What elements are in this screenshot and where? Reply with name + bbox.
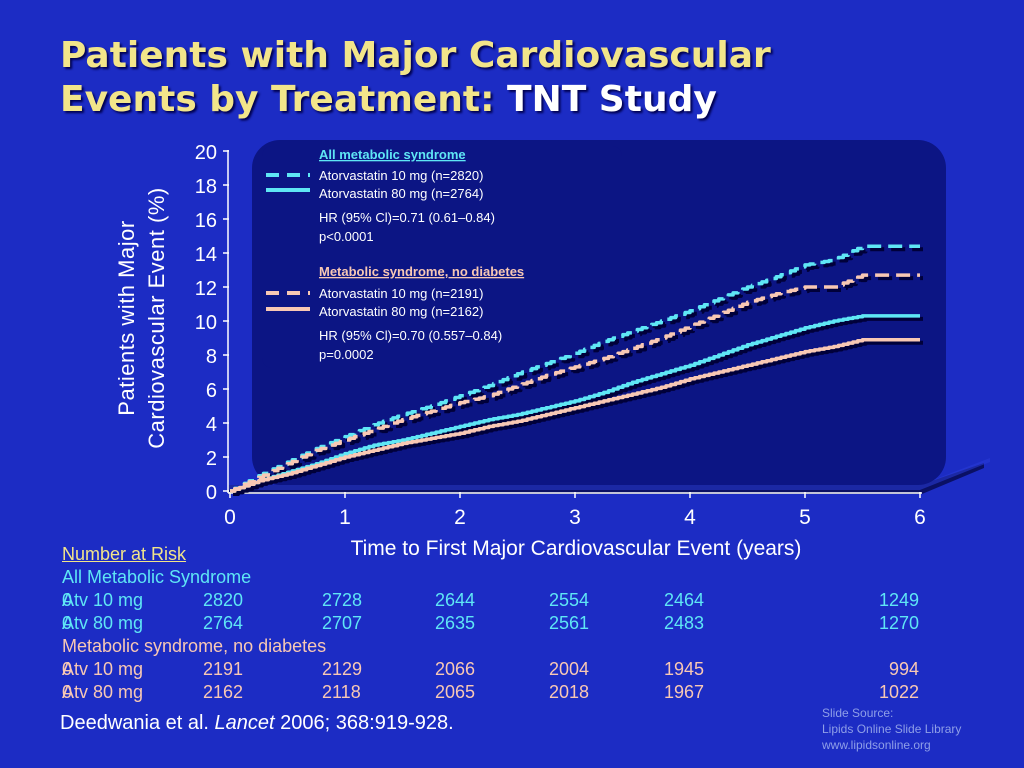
series-atv80-no-diabetes — [230, 337, 920, 493]
risk-cell: 2820 — [203, 590, 244, 610]
citation-details: 2006; 368:919-928. — [280, 712, 454, 734]
y-tick-label: 12 — [195, 278, 217, 300]
series-atv80-all-metabolic — [230, 314, 920, 493]
risk-cell: 1022 — [878, 682, 919, 702]
risk-cell: 2191 — [203, 659, 244, 679]
risk-cell: 2483 — [664, 613, 705, 633]
risk-row: Atv 10 mg 2191 2129 2066 2004 1945 994 0 — [62, 658, 962, 681]
risk-row-label: Atv 80 mg — [62, 613, 144, 633]
plot-floor — [228, 458, 990, 490]
risk-cell: 0 — [62, 682, 73, 702]
series-atv10-no-diabetes — [230, 273, 920, 493]
legend-label-atv10-all: Atorvastatin 10 mg (n=2820) — [319, 168, 483, 183]
risk-cell: 2764 — [203, 613, 244, 633]
legend-group-1-title: All metabolic syndrome — [319, 147, 466, 162]
y-tick-label: 20 — [195, 142, 217, 164]
legend-label-atv80-nodm: Atorvastatin 80 mg (n=2162) — [319, 304, 483, 319]
risk-cell: 2644 — [435, 590, 476, 610]
y-tick-label: 6 — [206, 380, 217, 402]
risk-cell: 2066 — [435, 659, 476, 679]
risk-cell: 994 — [888, 659, 919, 679]
risk-group-heading: All Metabolic Syndrome — [62, 567, 252, 587]
legend-label-atv80-all: Atorvastatin 80 mg (n=2764) — [319, 186, 483, 201]
risk-cell: 1270 — [878, 613, 919, 633]
risk-cell: 2162 — [203, 682, 244, 702]
slide-title: Patients with Major Cardiovascular Event… — [60, 34, 771, 122]
series-lines — [230, 244, 920, 493]
x-tick-label: 0 — [224, 506, 236, 529]
y-tick-label: 8 — [206, 346, 217, 368]
y-tick-label: 0 — [206, 482, 217, 504]
risk-row-label: Atv 80 mg — [62, 682, 144, 702]
risk-cell: 0 — [62, 659, 73, 679]
x-tick-label: 3 — [569, 506, 581, 529]
x-axis-label: Time to First Major Cardiovascular Event… — [351, 537, 802, 560]
citation-journal: Lancet — [214, 712, 275, 734]
risk-cell: 1945 — [664, 659, 705, 679]
title-line-2: Events by Treatment: TNT Study — [60, 78, 771, 122]
y-tick-label: 2 — [206, 448, 217, 470]
x-tick-label: 1 — [339, 506, 351, 529]
number-at-risk-table: Number at Risk All Metabolic Syndrome Atv… — [62, 543, 962, 704]
series-atv10-all-metabolic — [230, 244, 920, 493]
risk-cell: 0 — [62, 613, 73, 633]
source-line-1: Slide Source: — [822, 706, 894, 720]
risk-cell: 2728 — [322, 590, 363, 610]
risk-group-heading: Metabolic syndrome, no diabetes — [62, 636, 327, 656]
citation: Deedwania et al. Lancet 2006; 368:919-92… — [60, 712, 454, 735]
risk-row: Atv 80 mg 2162 2118 2065 2018 1967 1022 0 — [62, 681, 962, 704]
x-tick-label: 6 — [914, 506, 926, 529]
x-tick-label: 2 — [454, 506, 466, 529]
legend-p-all: p<0.0001 — [319, 229, 374, 244]
x-tick-label: 5 — [799, 506, 811, 529]
x-tick-label: 4 — [684, 506, 696, 529]
title-line-2-yellow: Events by Treatment: — [60, 79, 495, 120]
title-line-2-white: TNT Study — [507, 79, 717, 120]
risk-cell: 2004 — [549, 659, 590, 679]
y-tick-label: 4 — [206, 414, 217, 436]
risk-cell: 2065 — [435, 682, 476, 702]
source-line-2: Lipids Online Slide Library — [822, 722, 962, 736]
risk-cell: 2018 — [549, 682, 590, 702]
risk-row-label: Atv 10 mg — [62, 659, 144, 679]
legend: All metabolic syndrome Atorvastatin 10 m… — [266, 147, 524, 362]
legend-hr-nodm: HR (95% Cl)=0.70 (0.557–0.84) — [319, 328, 502, 343]
series-atv10-no-diabetes-shadow — [233, 276, 923, 496]
risk-cell: 2464 — [664, 590, 705, 610]
legend-label-atv10-nodm: Atorvastatin 10 mg (n=2191) — [319, 286, 483, 301]
y-tick-label: 10 — [195, 312, 217, 334]
legend-group-2-title: Metabolic syndrome, no diabetes — [319, 264, 524, 279]
risk-cell: 2129 — [322, 659, 363, 679]
risk-table-title: Number at Risk — [62, 544, 187, 564]
risk-row: Atv 10 mg 2820 2728 2644 2554 2464 1249 0 — [62, 589, 962, 612]
series-atv80-no-diabetes-shadow — [233, 340, 923, 496]
risk-cell: 2118 — [322, 682, 361, 702]
title-line-1: Patients with Major Cardiovascular — [60, 35, 771, 76]
y-tick-label: 14 — [195, 244, 217, 266]
risk-cell: 2707 — [322, 613, 363, 633]
risk-cell: 0 — [62, 590, 73, 610]
slide-source: Slide Source: Lipids Online Slide Librar… — [822, 705, 961, 753]
risk-cell: 1249 — [878, 590, 919, 610]
source-line-3: www.lipidsonline.org — [822, 738, 931, 752]
legend-backdrop — [262, 146, 622, 368]
risk-table-body: All Metabolic Syndrome Atv 10 mg 2820 2728 2… — [62, 566, 962, 704]
risk-cell: 2635 — [435, 613, 476, 633]
risk-row-label: Atv 10 mg — [62, 590, 144, 610]
legend-p-nodm: p=0.0002 — [319, 347, 374, 362]
risk-row: Atv 80 mg 2764 2707 2635 2561 2483 1270 0 — [62, 612, 962, 635]
risk-cell: 2561 — [549, 613, 590, 633]
legend-hr-all: HR (95% Cl)=0.71 (0.61–0.84) — [319, 210, 495, 225]
y-tick-label: 18 — [195, 176, 217, 198]
risk-cell: 1967 — [664, 682, 705, 702]
risk-cell: 2554 — [549, 590, 590, 610]
citation-authors: Deedwania et al. — [60, 712, 209, 734]
y-tick-label: 16 — [195, 210, 217, 232]
